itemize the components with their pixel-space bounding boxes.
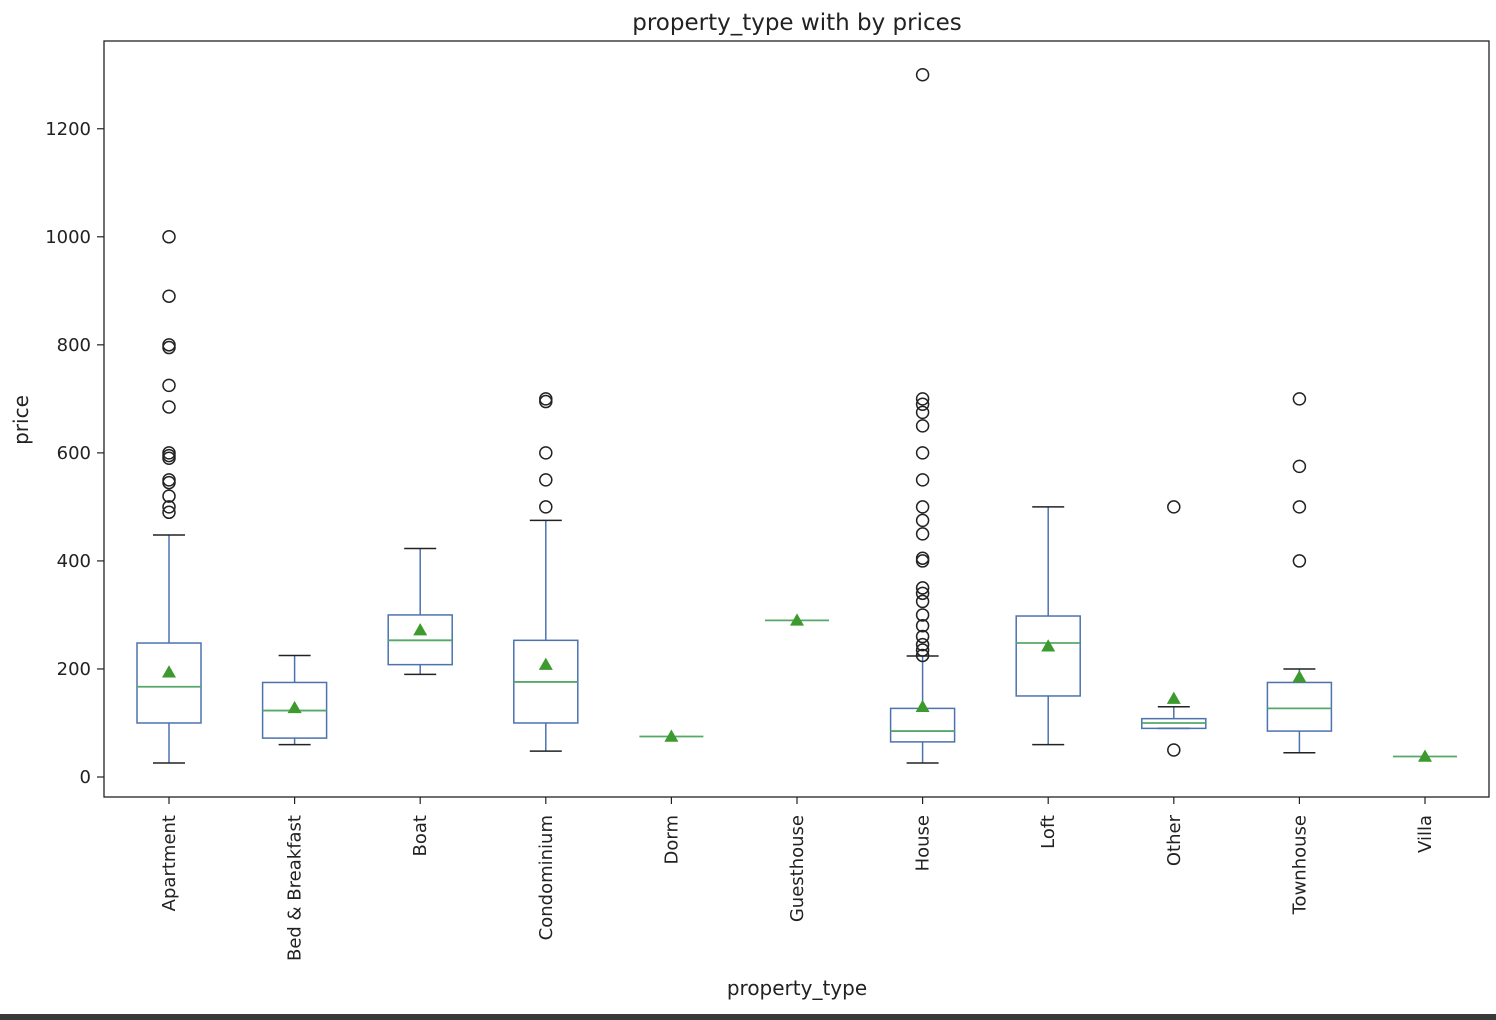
outlier-point xyxy=(915,554,930,568)
outlier-point xyxy=(162,475,176,490)
outlier-point xyxy=(162,338,176,352)
x-tick-label: House xyxy=(913,815,934,871)
outlier-point xyxy=(162,340,176,355)
outlier-point xyxy=(915,419,930,433)
outlier-point xyxy=(162,378,176,393)
box-iqr xyxy=(889,707,956,743)
outlier-point xyxy=(915,551,930,565)
outlier-point xyxy=(1167,743,1181,757)
outlier-point xyxy=(915,581,930,595)
mean-marker xyxy=(915,699,930,713)
y-tick-label: 0 xyxy=(80,767,91,788)
outlier-point xyxy=(539,500,553,514)
outlier-point xyxy=(162,289,176,303)
outlier-point xyxy=(162,400,176,414)
x-tick-label: Villa xyxy=(1415,815,1436,853)
y-tick-label: 800 xyxy=(57,335,91,356)
mean-marker xyxy=(664,729,679,742)
y-tick-label: 1000 xyxy=(45,227,91,248)
outlier-point xyxy=(915,629,930,644)
outlier-point xyxy=(539,394,553,409)
mean-marker xyxy=(413,623,428,636)
box-iqr xyxy=(136,642,202,724)
outlier-point xyxy=(915,446,930,460)
x-tick-label: Condominium xyxy=(536,815,557,940)
outlier-point xyxy=(915,513,930,528)
outlier-point xyxy=(915,637,930,652)
mean-marker xyxy=(1418,749,1432,762)
x-tick-label: Other xyxy=(1164,814,1185,866)
x-axis-label: property_type xyxy=(727,976,867,1000)
outlier-point xyxy=(162,489,176,503)
outlier-point xyxy=(162,505,176,520)
outlier-point xyxy=(915,648,930,663)
outlier-point xyxy=(915,608,930,622)
outlier-point xyxy=(162,446,176,460)
outlier-point xyxy=(539,392,553,406)
mean-marker xyxy=(287,700,302,714)
outlier-point xyxy=(162,230,176,244)
outlier-point xyxy=(162,473,176,487)
plot-frame xyxy=(103,40,1490,798)
mean-marker xyxy=(162,665,176,678)
mean-marker xyxy=(1292,670,1307,683)
outlier-point xyxy=(1292,459,1307,474)
outlier-point xyxy=(539,473,553,487)
x-tick-label: Townhouse xyxy=(1289,815,1310,915)
outlier-point xyxy=(539,446,553,460)
outlier-point xyxy=(915,618,930,633)
outlier-point xyxy=(915,392,930,406)
y-axis-label: price xyxy=(9,395,33,445)
x-tick-label: Dorm xyxy=(661,815,682,865)
outlier-point xyxy=(915,473,930,487)
x-tick-label: Apartment xyxy=(159,815,180,911)
y-tick-label: 1200 xyxy=(45,119,91,140)
outlier-point xyxy=(915,500,930,514)
outlier-point xyxy=(1292,554,1307,568)
x-tick-label: Guesthouse xyxy=(787,815,808,922)
mean-marker xyxy=(1041,639,1056,652)
outlier-point xyxy=(915,397,930,412)
outlier-point xyxy=(915,643,930,657)
outlier-point xyxy=(1167,500,1181,514)
x-tick-label: Boat xyxy=(410,815,431,856)
plot-area: 0 200 400 600 800 1000 1200 Apartment Bed & Brea… xyxy=(45,40,1490,961)
y-tick-label: 600 xyxy=(57,443,91,464)
box-iqr xyxy=(1015,615,1081,697)
outlier-point xyxy=(162,448,176,463)
outlier-point xyxy=(1292,392,1307,406)
mean-marker xyxy=(1166,691,1181,704)
y-tick-label: 400 xyxy=(57,551,91,572)
y-tick-label: 200 xyxy=(57,659,91,680)
outlier-point xyxy=(915,594,930,609)
outlier-point xyxy=(1292,500,1307,514)
outlier-point xyxy=(915,67,930,82)
window-bottom-border xyxy=(0,1014,1496,1020)
x-tick-label: Loft xyxy=(1038,815,1059,849)
chart-title: property_type with by prices xyxy=(632,10,962,36)
outlier-point xyxy=(915,405,930,420)
outlier-point xyxy=(162,500,176,514)
x-tick-label: Bed & Breakfast xyxy=(285,815,306,961)
mean-marker xyxy=(538,657,553,670)
outlier-point xyxy=(915,527,930,541)
outlier-point xyxy=(915,586,930,601)
box-iqr xyxy=(1266,681,1333,732)
mean-marker xyxy=(790,613,804,626)
